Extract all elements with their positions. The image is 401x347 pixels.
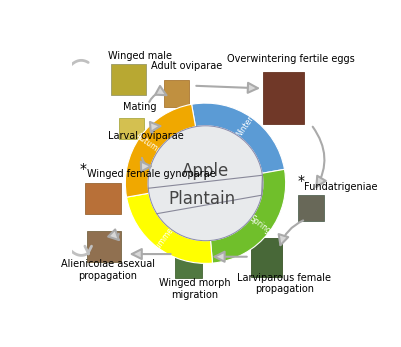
- Wedge shape: [126, 104, 196, 197]
- Text: Winged female gynoparae: Winged female gynoparae: [87, 169, 215, 179]
- Text: Autumn: Autumn: [134, 132, 164, 156]
- Text: Larviparous female
propagation: Larviparous female propagation: [237, 273, 331, 294]
- FancyBboxPatch shape: [298, 195, 324, 221]
- Wedge shape: [192, 103, 284, 173]
- Text: Larval oviparae: Larval oviparae: [107, 132, 183, 142]
- Text: Winter: Winter: [234, 114, 256, 140]
- Text: *: *: [80, 162, 87, 176]
- Text: Spring: Spring: [248, 213, 273, 236]
- FancyBboxPatch shape: [263, 73, 304, 125]
- FancyBboxPatch shape: [119, 118, 144, 139]
- Text: Winged male: Winged male: [108, 51, 172, 61]
- Text: *: *: [298, 174, 305, 188]
- Text: Adult oviparae: Adult oviparae: [151, 61, 223, 71]
- FancyBboxPatch shape: [85, 183, 121, 214]
- Text: Winged morph
migration: Winged morph migration: [159, 278, 231, 299]
- Wedge shape: [211, 169, 286, 263]
- FancyBboxPatch shape: [87, 231, 122, 262]
- FancyBboxPatch shape: [175, 253, 202, 278]
- Text: Mating: Mating: [123, 102, 157, 112]
- Text: Overwintering fertile eggs: Overwintering fertile eggs: [227, 54, 355, 64]
- Text: Summer: Summer: [151, 223, 177, 254]
- Wedge shape: [127, 193, 213, 263]
- Text: Apple: Apple: [182, 162, 229, 180]
- Text: Alienicolae asexual
propagation: Alienicolae asexual propagation: [61, 259, 155, 281]
- Circle shape: [148, 126, 263, 241]
- FancyBboxPatch shape: [111, 64, 146, 95]
- FancyBboxPatch shape: [251, 238, 282, 277]
- FancyBboxPatch shape: [164, 81, 190, 107]
- Text: Plantain: Plantain: [168, 190, 235, 208]
- Text: Fundatrigeniae: Fundatrigeniae: [304, 182, 378, 192]
